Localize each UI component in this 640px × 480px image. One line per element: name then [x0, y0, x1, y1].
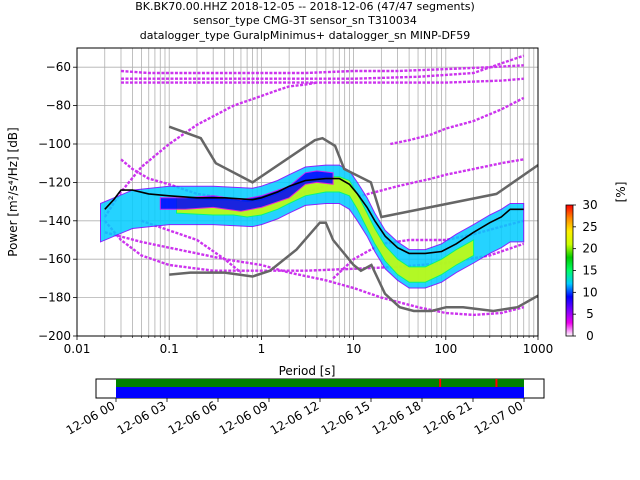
outlier-trace — [121, 54, 525, 80]
colorbar-tick-label: 5 — [586, 307, 594, 321]
colorbar-tick-label: 30 — [582, 198, 597, 212]
timeline-tick-label: 12-06 00 — [64, 398, 118, 437]
nlnm-curve — [169, 221, 538, 313]
outlier-trace — [121, 77, 524, 84]
ppsd-plot: 0.01 0.1 1 10 100 1000 −60 −80 −100 −120 −140 −160… — [6, 47, 554, 378]
outlier-trace — [103, 81, 318, 218]
outlier-trace — [353, 158, 524, 199]
colorbar-tick-label: 20 — [582, 242, 597, 256]
y-tick-label: −160 — [38, 252, 71, 266]
timeline-tick-label: 12-06 15 — [319, 398, 373, 437]
outlier-trace — [390, 96, 525, 146]
outlier-trace — [104, 231, 525, 317]
timeline-tick-label: 12-06 12 — [268, 398, 322, 437]
colorbar-gradient — [565, 204, 574, 337]
outlier-trace — [141, 219, 242, 274]
timeline-tick-label: 12-06 09 — [217, 398, 271, 437]
colorbar-tick-label: 15 — [582, 264, 597, 278]
timeline-tick-label: 12-07 00 — [472, 398, 526, 437]
title-line-2: sensor_type CMG-3T sensor_sn T310034 — [193, 14, 417, 27]
colorbar-tick-label: 0 — [586, 329, 594, 343]
colorbar-ticks: 0 5 10 15 20 25 30 — [573, 198, 598, 343]
colorbar-tick-label: 25 — [582, 220, 597, 234]
timeline-gap-marker — [439, 379, 442, 387]
noise-models — [168, 125, 538, 313]
x-tick-label: 0.01 — [64, 342, 91, 356]
nhnm-curve — [168, 125, 538, 219]
timeline-tick-label: 12-06 21 — [421, 398, 475, 437]
mean-curve — [104, 177, 524, 255]
outlier-trace — [120, 64, 524, 75]
y-tick-label: −60 — [46, 60, 71, 74]
y-tick-label: −200 — [38, 329, 71, 343]
timeline-tick-label: 12-06 06 — [166, 398, 220, 437]
y-axis-ticks: −60 −80 −100 −120 −140 −160 −180 −200 — [38, 60, 77, 343]
y-tick-label: −100 — [38, 137, 71, 151]
x-tick-label: 10 — [346, 342, 361, 356]
plot-frame — [76, 47, 539, 337]
title-line-1: BK.BK70.00.HHZ 2018-12-05 -- 2018-12-06 … — [135, 0, 475, 13]
x-axis-label: Period [s] — [279, 364, 336, 378]
mean-curve-layer — [104, 177, 524, 255]
y-tick-label: −180 — [38, 291, 71, 305]
timeline-used-row — [116, 379, 524, 387]
x-tick-label: 1000 — [523, 342, 554, 356]
y-axis-label: Power [m²/s⁴/Hz] [dB] — [6, 127, 20, 256]
colorbar: 0 5 10 15 20 25 30 [%] — [565, 182, 628, 343]
x-tick-label: 0.1 — [160, 342, 179, 356]
x-tick-label: 1 — [258, 342, 266, 356]
colorbar-tick-label: 10 — [582, 285, 597, 299]
figure-title: BK.BK70.00.HHZ 2018-12-05 -- 2018-12-06 … — [135, 0, 475, 42]
timeline-gap-markers — [439, 379, 498, 387]
x-tick-label: 100 — [434, 342, 457, 356]
x-axis-ticks: 0.01 0.1 1 10 100 1000 — [64, 336, 554, 356]
timeline-available-row — [116, 387, 524, 398]
timeline-tick-label: 12-06 18 — [370, 398, 424, 437]
title-line-3: datalogger_type GuralpMinimus+ datalogge… — [140, 29, 471, 42]
timeline-gap-marker — [495, 379, 498, 387]
y-tick-label: −120 — [38, 175, 71, 189]
y-tick-label: −80 — [46, 99, 71, 113]
colorbar-label: [%] — [614, 182, 628, 203]
timeline-tick-label: 12-06 03 — [115, 398, 169, 437]
y-tick-label: −140 — [38, 214, 71, 228]
